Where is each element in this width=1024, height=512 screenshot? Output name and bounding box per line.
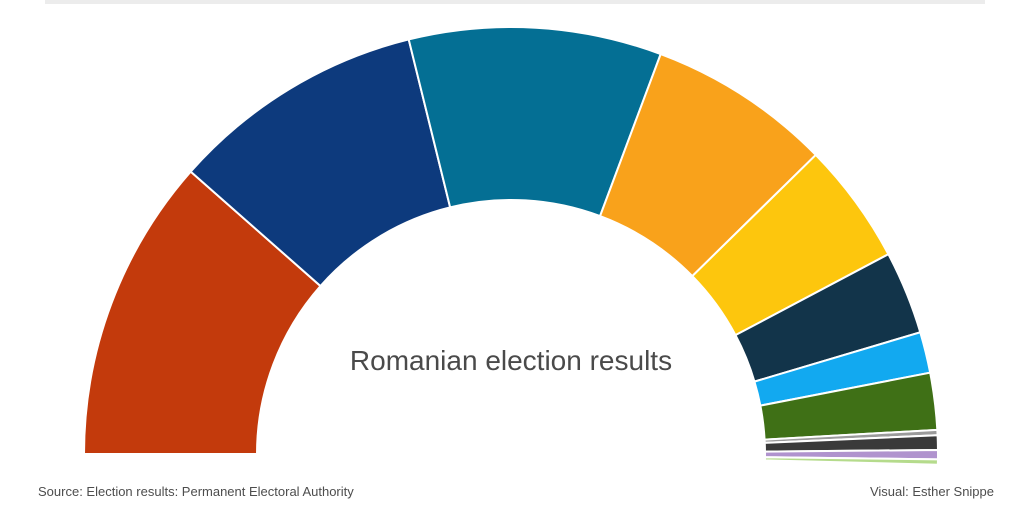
donut-light-green-segment[interactable]	[763, 456, 939, 466]
visual-credit-text: Visual: Esther Snippe	[869, 484, 994, 499]
top-divider-line	[45, 0, 985, 4]
source-credit-text: Source: Election results: Permanent Elec…	[38, 484, 354, 499]
chart-title: Romanian election results	[349, 345, 673, 376]
